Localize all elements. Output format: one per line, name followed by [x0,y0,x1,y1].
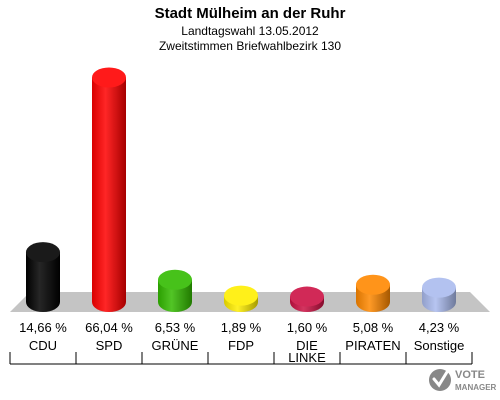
bars-group [26,67,456,313]
bar-cap [158,269,192,290]
category-label: Sonstige [414,338,465,353]
value-label: 4,23 % [419,320,460,335]
category-label: GRÜNE [152,338,199,353]
bar-cap [422,277,456,298]
category-label: SPD [96,338,123,353]
bar-cap [356,274,390,295]
category-label: LINKE [288,350,326,365]
logo-text-vote: VOTE [455,369,485,381]
value-labels-group: 14,66 % 66,04 % 6,53 % 1,89 % 1,60 % 5,08 % 4,… [19,320,460,335]
vote-manager-logo: VOTE MANAGER [429,369,497,392]
value-label: 1,60 % [287,320,328,335]
chart-title: Stadt Mülheim an der Ruhr [155,5,346,22]
category-label: FDP [228,338,254,353]
bar-piraten [356,274,390,312]
value-label: 1,89 % [221,320,262,335]
bar-cap [92,67,126,88]
bar-cap [224,285,258,306]
bar-cap [290,286,324,307]
value-label: 66,04 % [85,320,133,335]
bar-body [26,252,60,312]
category-label: PIRATEN [345,338,400,353]
bar-die-linke [290,286,324,312]
bar-cdu [26,242,60,312]
category-label: DIE [296,338,318,353]
chart-subtitle-district: Zweitstimmen Briefwahlbezirk 130 [159,39,341,53]
bar-grüne [158,269,192,312]
logo-text-manager: MANAGER [455,383,497,392]
bar-cap [26,242,60,263]
checkmark-icon [429,369,451,391]
chart-subtitle-date: Landtagswahl 13.05.2012 [181,24,319,38]
bar-sonstige [422,277,456,312]
value-label: 6,53 % [155,320,196,335]
value-label: 5,08 % [353,320,394,335]
value-label: 14,66 % [19,320,67,335]
category-label: CDU [29,338,57,353]
axis-ticks [9,352,473,364]
bar-fdp [224,285,258,312]
bar-body [92,77,126,313]
bar-spd [92,67,126,313]
category-axis [9,352,473,365]
